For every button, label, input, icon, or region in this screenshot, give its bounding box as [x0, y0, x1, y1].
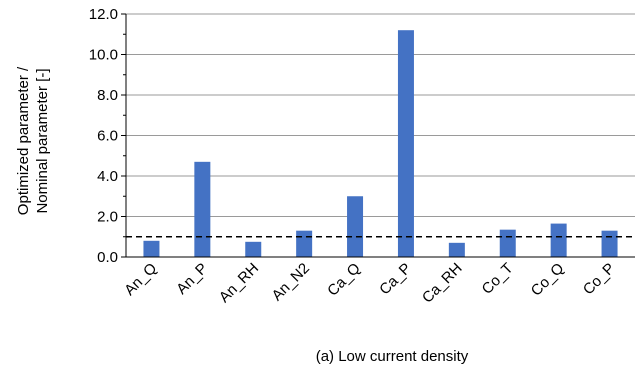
x-tick-label: An_P	[173, 260, 211, 298]
bar-Ca_P	[397, 30, 414, 258]
y-tick-label: 2.0	[97, 209, 118, 226]
y-tick-label: 12.0	[89, 6, 118, 23]
x-tick-label: Ca_P	[376, 260, 415, 299]
y-tick-label: 6.0	[97, 128, 118, 145]
bar-An_Q	[143, 240, 160, 257]
y-tick-label: 4.0	[97, 168, 118, 185]
bar-Ca_Q	[347, 196, 364, 257]
x-tick-label: An_Q	[121, 260, 160, 299]
bar-Co_P	[601, 230, 618, 257]
bar-An_P	[194, 161, 211, 257]
y-tick-label: 8.0	[97, 87, 118, 104]
x-tick-label: An_N2	[269, 260, 313, 304]
y-tick-labels: 0.0 2.0 4.0 6.0 8.0 10.0 12.0	[89, 6, 118, 266]
gridlines	[126, 13, 635, 217]
bar-Ca_RH	[448, 242, 465, 257]
x-tick-label: Ca_RH	[419, 260, 466, 307]
bar-Co_Q	[550, 223, 567, 257]
axes	[121, 13, 635, 258]
y-tick-label: 0.0	[97, 249, 118, 266]
y-axis-label-line2: Nominal parameter [-]	[34, 68, 51, 213]
bar-Co_T	[499, 229, 516, 257]
x-tick-label: Co_P	[580, 260, 619, 299]
bars	[143, 30, 618, 258]
x-tick-label: Ca_Q	[324, 260, 364, 300]
bar-An_RH	[245, 241, 262, 257]
bar-An_N2	[296, 230, 313, 257]
x-tick-label: An_RH	[216, 260, 262, 306]
x-tick-label: Co_Q	[528, 260, 568, 300]
chart-caption: (a) Low current density	[316, 348, 469, 365]
y-axis-label-line1: Optimized parameter /	[15, 66, 32, 215]
x-tick-labels: An_Q An_P An_RH An_N2 Ca_Q Ca_P Ca_RH Co_T Co_Q C…	[121, 260, 618, 307]
y-tick-label: 10.0	[89, 47, 118, 64]
x-tick-label: Co_T	[479, 260, 517, 298]
